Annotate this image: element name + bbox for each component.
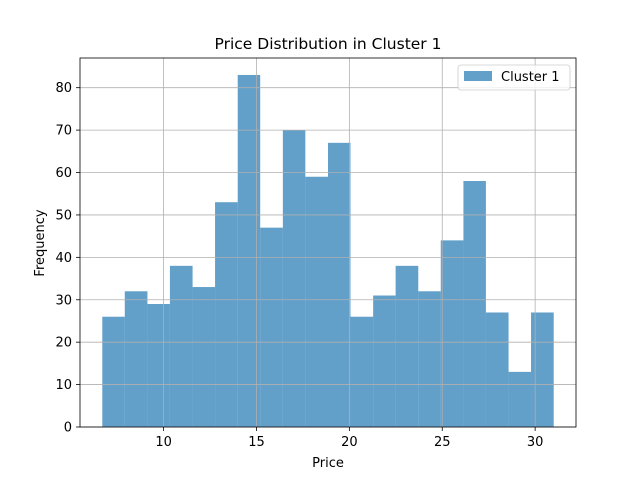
histogram-bar [440, 240, 464, 427]
histogram-bar [305, 176, 328, 427]
histogram-bars [102, 74, 554, 428]
legend: Cluster 1 [457, 64, 571, 91]
histogram-bar [485, 312, 509, 427]
histogram-bar [418, 291, 441, 427]
y-tick-label: 10 [55, 378, 72, 393]
histogram-bar [237, 74, 261, 427]
y-tick-label: 20 [55, 336, 72, 351]
histogram-bar [531, 312, 554, 427]
y-axis-label: Frequency [33, 209, 48, 276]
x-tick-label: 15 [248, 435, 265, 450]
chart-title: Price Distribution in Cluster 1 [215, 35, 442, 53]
histogram-bar [282, 130, 306, 427]
histogram-bar [147, 304, 170, 427]
y-tick-label: 80 [55, 81, 72, 96]
histogram-bar [328, 142, 351, 428]
histogram-bar [350, 316, 374, 427]
x-axis-label: Price [312, 456, 344, 471]
legend-label: Cluster 1 [501, 70, 560, 85]
y-tick-label: 50 [55, 208, 72, 223]
plot-frame [79, 57, 577, 428]
histogram-bar [215, 202, 238, 427]
histogram-bar [102, 316, 125, 427]
histogram-bar [260, 227, 283, 427]
x-tick-label: 20 [341, 435, 358, 450]
histogram-bar [192, 287, 216, 427]
y-tick-label: 60 [55, 166, 72, 181]
x-tick-label: 30 [527, 435, 544, 450]
legend-swatch [464, 71, 492, 81]
histogram-bar [169, 265, 193, 427]
x-tick-label: 10 [155, 435, 172, 450]
y-tick-label: 30 [55, 293, 72, 308]
y-tick-label: 70 [55, 124, 72, 139]
histogram-bar [373, 295, 396, 427]
x-tick-label: 25 [434, 435, 451, 450]
axis-ticks: 10 15 20 25 30 0 10 20 30 40 50 60 70 80 [55, 81, 543, 450]
y-tick-label: 40 [55, 251, 72, 266]
histogram-bar [124, 291, 148, 427]
histogram-bar [463, 181, 486, 427]
y-tick-label: 0 [64, 421, 72, 436]
histogram-bar [395, 265, 419, 427]
histogram-bar [508, 371, 532, 427]
